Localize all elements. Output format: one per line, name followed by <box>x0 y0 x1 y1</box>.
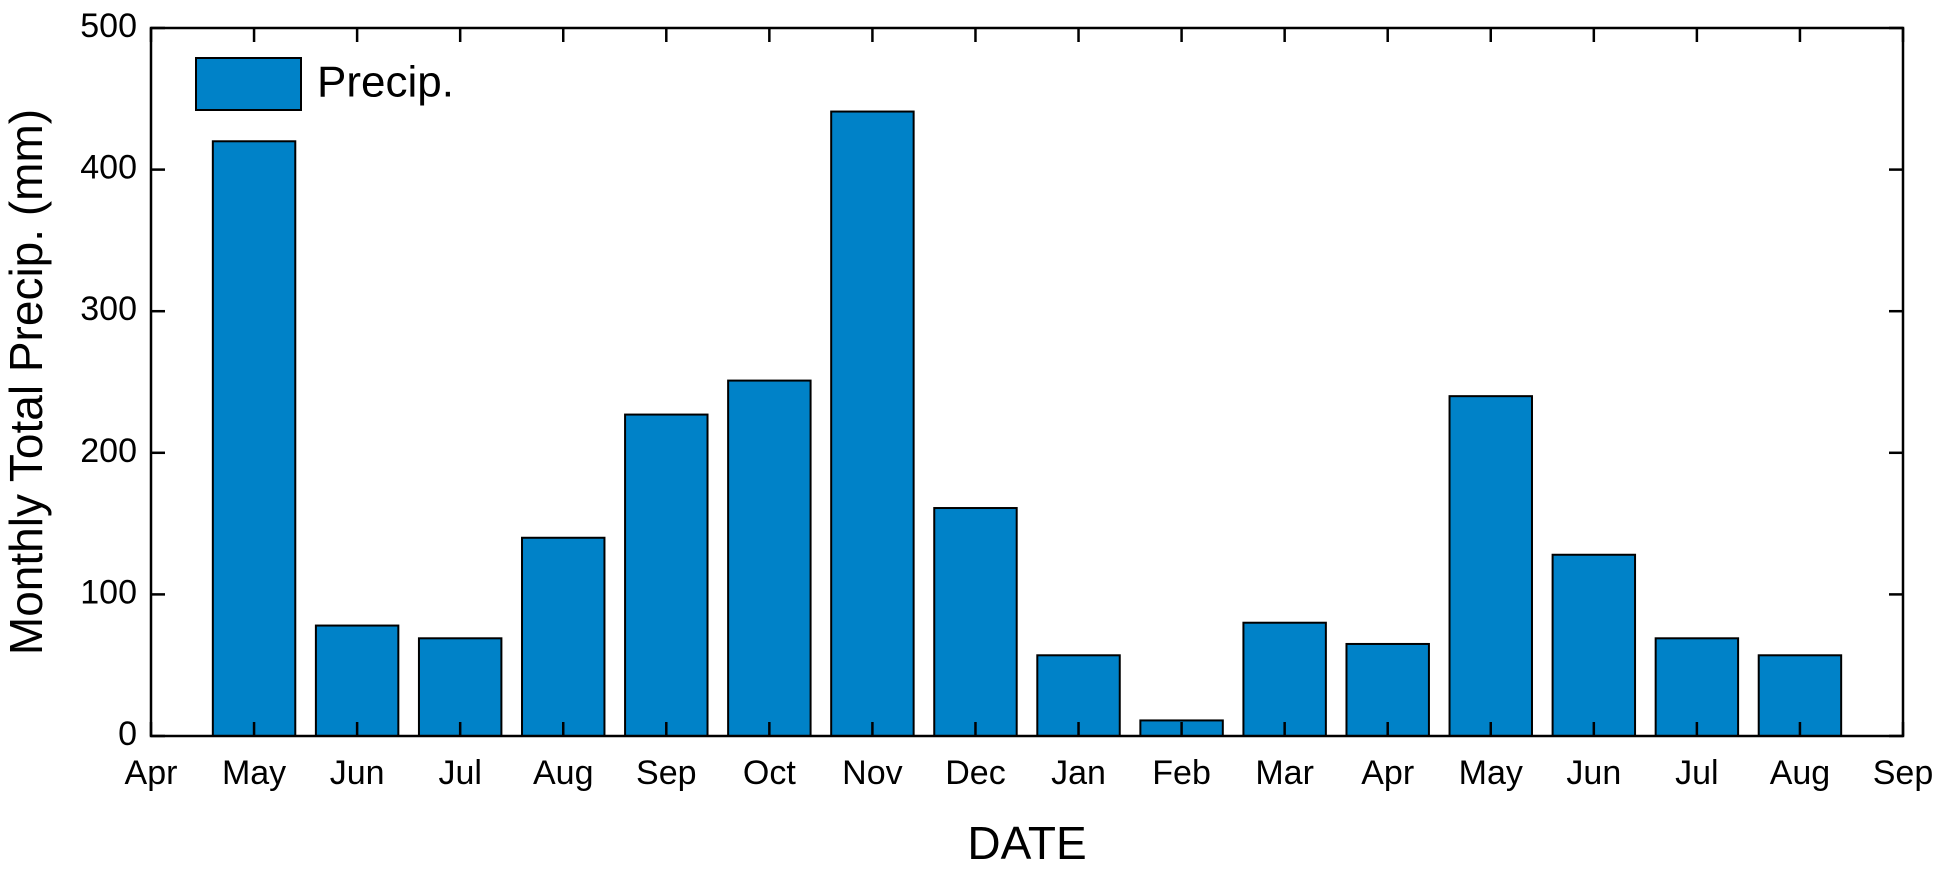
legend-swatch <box>195 57 302 111</box>
x-tick-label: Oct <box>743 754 796 792</box>
x-tick-label: Jul <box>1675 754 1718 792</box>
bar <box>933 507 1018 737</box>
bar <box>417 637 503 738</box>
x-tick-label: Aug <box>1770 754 1831 792</box>
x-axis-title: DATE <box>967 817 1086 869</box>
x-tick-label: May <box>1459 754 1523 792</box>
bar <box>1242 621 1327 737</box>
x-tick-label: Aug <box>533 754 594 792</box>
x-tick-label: Dec <box>945 754 1005 792</box>
bar <box>830 110 915 737</box>
x-tick-label: Jan <box>1051 754 1106 792</box>
x-tick-label: Jun <box>330 754 385 792</box>
y-tick-label: 200 <box>80 432 137 470</box>
x-tick-label: Feb <box>1152 754 1211 792</box>
y-tick-label: 300 <box>80 290 137 328</box>
y-tick-label: 400 <box>80 149 137 187</box>
y-tick-label: 0 <box>118 715 137 753</box>
x-tick-label: Apr <box>1361 754 1414 792</box>
bar <box>1448 395 1533 737</box>
x-tick-label: May <box>222 754 286 792</box>
x-tick-label: Sep <box>1873 754 1934 792</box>
bar <box>521 536 606 738</box>
x-tick-label: Apr <box>125 754 178 792</box>
bar <box>727 379 812 737</box>
x-tick-label: Nov <box>842 754 902 792</box>
bar <box>624 413 709 737</box>
y-tick-label: 100 <box>80 573 137 611</box>
bar <box>1551 553 1637 738</box>
bar <box>314 624 400 737</box>
bar <box>1345 642 1430 738</box>
legend-label: Precip. <box>317 58 454 107</box>
x-tick-label: Jun <box>1566 754 1621 792</box>
y-tick-label: 500 <box>80 7 137 45</box>
x-tick-label: Jul <box>438 754 481 792</box>
bar <box>211 140 297 737</box>
x-tick-label: Mar <box>1255 754 1314 792</box>
bar <box>1654 637 1740 738</box>
x-tick-label: Sep <box>636 754 697 792</box>
plot-frame <box>149 26 1905 738</box>
y-axis-title: Monthly Total Precip. (mm) <box>0 109 52 655</box>
